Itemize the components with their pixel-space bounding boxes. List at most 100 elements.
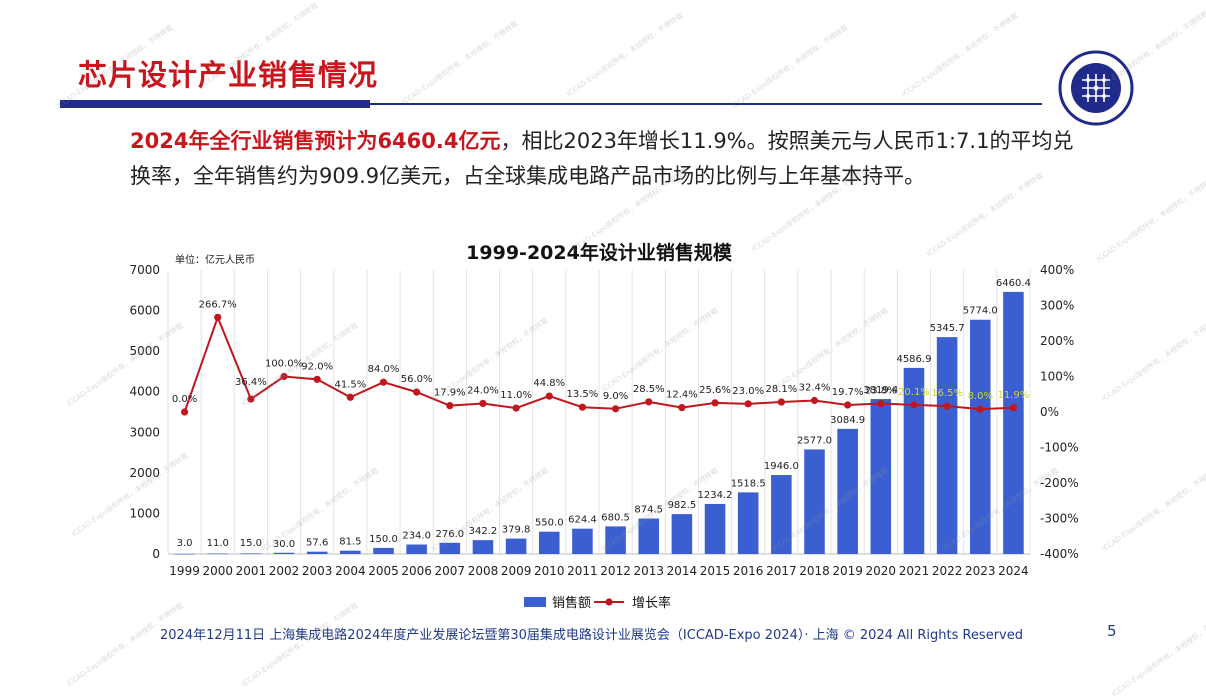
page-number: 5 [1107, 622, 1117, 640]
y-left-tick-label: 3000 [129, 425, 160, 439]
bar [373, 547, 394, 554]
bar-value-label: 1518.5 [731, 478, 766, 489]
bar-value-label: 5774.0 [963, 306, 998, 317]
chart-title: 1999-2024年设计业销售规模 [466, 241, 733, 264]
bar [936, 337, 958, 554]
bar [903, 367, 925, 554]
y-right-tick-label: -200% [1040, 476, 1079, 490]
summary-paragraph: 2024年全行业销售预计为6460.4亿元，相比2023年增长11.9%。按照美… [130, 124, 1090, 194]
bar-value-label: 276.0 [435, 529, 464, 540]
bar [737, 492, 759, 554]
chart-unit-label: 单位：亿元人民币 [175, 253, 255, 266]
growth-rate-point [545, 392, 553, 400]
bar [538, 531, 560, 554]
iccad-logo-icon [1058, 50, 1134, 126]
growth-rate-point [711, 399, 719, 407]
bar [1003, 291, 1024, 554]
bar-value-label: 342.2 [469, 526, 498, 537]
growth-rate-label: 13.5% [567, 389, 599, 400]
bar [174, 553, 195, 555]
slide-title: 芯片设计产业销售情况 [78, 58, 379, 92]
growth-rate-label: 24.0% [467, 385, 499, 396]
growth-rate-label: 92.0% [301, 361, 333, 372]
x-tick-label: 2024 [998, 564, 1029, 578]
legend-line-marker [605, 598, 613, 606]
y-left-tick-label: 4000 [129, 385, 160, 399]
bar-value-label: 57.6 [306, 538, 328, 549]
bar [572, 528, 593, 554]
growth-rate-point [247, 395, 255, 403]
growth-rate-point [479, 399, 487, 408]
growth-rate-label: 28.1% [765, 384, 797, 395]
bar-value-label: 4586.9 [896, 354, 931, 365]
growth-rate-label: 9.0% [603, 391, 628, 402]
bar-value-label: 874.5 [634, 505, 663, 516]
bar [704, 503, 726, 554]
bar [472, 540, 494, 554]
bar [240, 553, 262, 554]
y-right-tick-label: 200% [1040, 334, 1074, 348]
legend-bar-label: 销售额 [552, 595, 591, 611]
y-right-tick-label: -400% [1040, 547, 1079, 561]
bar-value-label: 15.0 [240, 538, 262, 549]
x-tick-label: 2023 [965, 564, 996, 578]
growth-rate-point [313, 375, 321, 383]
bar-value-label: 3.0 [177, 538, 193, 549]
growth-rate-point [877, 399, 885, 408]
bar [605, 526, 626, 554]
bar-value-label: 81.5 [339, 537, 361, 548]
growth-rate-point [1009, 404, 1018, 412]
bar-value-label: 150.0 [369, 534, 398, 545]
growth-rate-point [413, 388, 421, 396]
growth-rate-point [214, 313, 222, 321]
bar [306, 551, 328, 554]
y-right-tick-label: 0% [1040, 405, 1059, 419]
growth-rate-label: 19.7% [832, 387, 864, 398]
bar [837, 428, 858, 554]
bar-value-label: 982.5 [668, 500, 697, 511]
bar-value-label: 6460.4 [996, 278, 1031, 289]
x-tick-label: 2015 [700, 564, 731, 578]
y-right-tick-label: 400% [1040, 263, 1074, 277]
growth-rate-label: 100.0% [265, 359, 303, 370]
y-right-tick-label: -300% [1040, 512, 1079, 526]
bar-value-label: 379.8 [502, 525, 531, 536]
x-tick-label: 2019 [832, 564, 863, 578]
growth-rate-label: 266.7% [199, 299, 237, 310]
y-left-tick-label: 0 [152, 547, 160, 561]
y-left-tick-label: 1000 [129, 506, 160, 520]
growth-rate-label: 28.5% [633, 384, 665, 395]
growth-rate-point [180, 408, 189, 416]
x-tick-label: 2003 [302, 564, 333, 578]
growth-rate-label: 36.4% [235, 377, 267, 388]
bar-value-label: 30.0 [273, 539, 295, 550]
growth-rate-label: 23.8% [865, 386, 897, 397]
growth-rate-point [810, 396, 819, 405]
growth-rate-point [744, 400, 752, 408]
growth-rate-label: 84.0% [368, 364, 400, 375]
growth-rate-label: 25.6% [699, 385, 731, 396]
legend-bar-swatch [524, 597, 546, 607]
bar [804, 449, 825, 554]
footer-text: 2024年12月11日 上海集成电路2024年度产业发展论坛暨第30届集成电路设… [160, 628, 1023, 643]
y-left-tick-label: 2000 [129, 466, 160, 480]
bar [406, 544, 427, 554]
growth-rate-point [844, 401, 852, 409]
growth-rate-label: 41.5% [334, 379, 366, 390]
growth-rate-label: 17.9% [434, 388, 466, 399]
x-tick-label: 2002 [269, 564, 300, 578]
growth-rate-label: 12.4% [666, 390, 698, 401]
x-tick-label: 2021 [899, 564, 930, 578]
bar [439, 542, 461, 554]
growth-rate-point [446, 402, 454, 410]
title-underline-thick [60, 100, 370, 108]
growth-rate-point [976, 405, 984, 413]
x-tick-label: 2017 [766, 564, 797, 578]
growth-rate-point [678, 403, 686, 412]
growth-rate-point [280, 372, 288, 381]
y-left-tick-label: 5000 [129, 344, 160, 358]
x-tick-label: 2006 [401, 564, 432, 578]
growth-rate-label: 44.8% [533, 378, 565, 389]
x-tick-label: 2012 [600, 564, 631, 578]
